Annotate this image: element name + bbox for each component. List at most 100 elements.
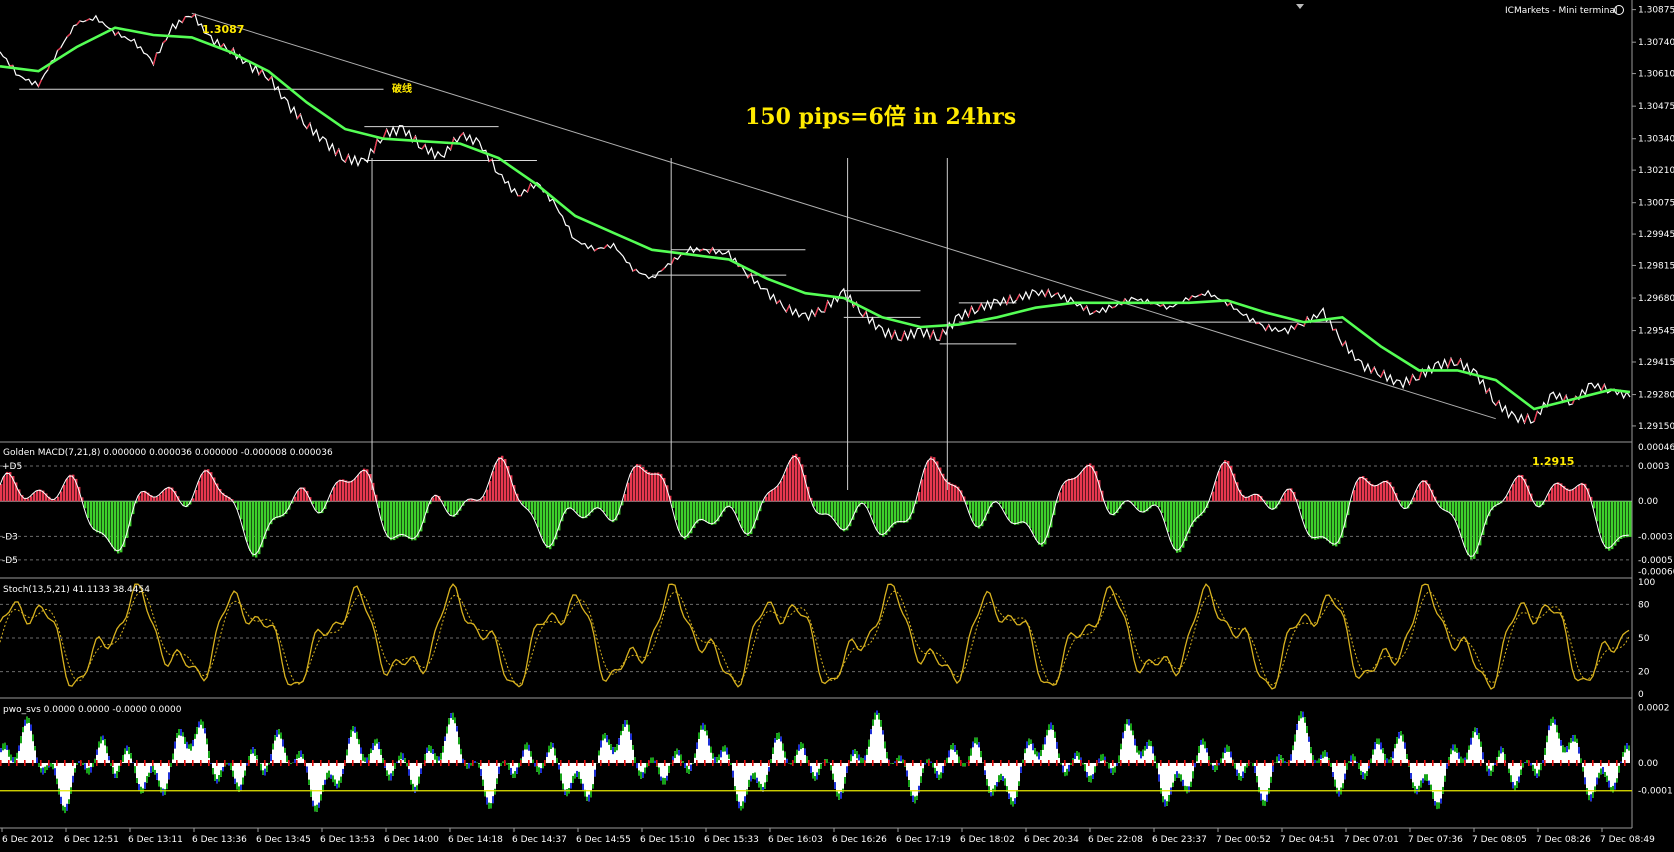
pwo-bar-cap (916, 796, 918, 800)
pwo-bar-cap (1372, 749, 1374, 754)
pwo-bar-cap (174, 742, 176, 749)
macd-bar (735, 501, 737, 513)
pwo-bar-cap (550, 742, 552, 749)
pwo-bar-cap (1396, 737, 1398, 744)
pwo-bar-cap (600, 741, 602, 748)
pwo-bar-cap (84, 763, 86, 769)
pwo-bar-cap (1536, 773, 1538, 777)
macd-bar (582, 501, 584, 518)
pwo-bar-cap (874, 713, 876, 720)
pwo-bar-cap (458, 737, 460, 744)
pwo-signal-mark (592, 760, 594, 766)
pwo-bar-cap (894, 761, 896, 763)
pwo-bar-cap (1402, 735, 1404, 742)
pwo-bar-cap (58, 789, 60, 795)
pwo-bar-cap (194, 734, 196, 739)
pwo-signal-mark (392, 760, 394, 766)
pwo-bar-cap (460, 749, 462, 754)
pwo-bar-cap (1084, 764, 1086, 771)
pwo-bar-cap (1228, 746, 1230, 752)
pwo-bar-cap (1126, 719, 1128, 724)
pwo-bar-cap (1596, 777, 1598, 784)
pwo-bar-cap (252, 747, 254, 753)
pwo-bar-cap (184, 737, 186, 744)
pwo-signal-mark (368, 760, 370, 766)
macd-bar (159, 495, 161, 502)
pwo-bar-cap (1434, 801, 1436, 805)
macd-bar (207, 469, 209, 501)
macd-bar (402, 501, 404, 536)
pwo-signal-mark (88, 760, 90, 766)
pwo-signal-mark (272, 760, 274, 766)
pwo-bar-cap (1226, 745, 1228, 752)
macd-bar (537, 501, 539, 527)
pwo-bar-cap (726, 748, 728, 755)
pwo-signal-mark (144, 760, 146, 766)
pwo-bar-cap (606, 735, 608, 742)
pwo-bar-cap (704, 725, 706, 731)
macd-bar (1026, 501, 1028, 524)
pwo-bar-cap (474, 761, 476, 763)
pwo-bar-cap (942, 766, 944, 773)
pwo-bar-cap (418, 777, 420, 784)
pwo-bar-cap (676, 749, 678, 755)
pwo-bar-cap (1056, 742, 1058, 749)
pwo-signal-mark (280, 760, 282, 766)
macd-left-tick: -D3 (2, 532, 18, 542)
pwo-signal-mark (848, 760, 850, 766)
macd-bar (792, 455, 794, 501)
pwo-bar-cap (1116, 763, 1118, 766)
pwo-bar (740, 763, 742, 810)
macd-bar (318, 501, 320, 513)
pwo-bar-cap (620, 731, 622, 735)
pwo-signal-mark (296, 760, 298, 766)
pwo-bar (1166, 763, 1168, 806)
pwo-bar-cap (1618, 766, 1620, 773)
pwo-bar-cap (36, 758, 38, 763)
pwo-bar-cap (972, 742, 974, 748)
pwo-bar-cap (66, 804, 68, 811)
pwo-bar-cap (422, 763, 424, 764)
macd-bar (1215, 481, 1217, 501)
pwo-signal-mark (1568, 760, 1570, 766)
pwo-bar-cap (328, 771, 330, 778)
pwo-bar-cap (1470, 738, 1472, 745)
pwo-bar-cap (852, 750, 854, 756)
pwo-bar-cap (1218, 763, 1220, 765)
pwo-signal-mark (640, 760, 642, 766)
pwo-bar-cap (62, 806, 64, 811)
pwo-bar-cap (958, 757, 960, 763)
macd-bar (1356, 481, 1358, 501)
pwo-bar (142, 763, 144, 793)
macd-bar (30, 496, 32, 501)
pwo-bar-cap (1242, 772, 1244, 778)
pwo-bar-cap (926, 760, 928, 763)
pwo-bar-cap (882, 730, 884, 734)
pwo-bar-cap (970, 749, 972, 756)
pwo-bar-cap (1050, 722, 1052, 729)
pwo-bar (1588, 763, 1590, 800)
macd-bar (249, 501, 251, 551)
macd-bar (1032, 501, 1034, 534)
macd-bar (885, 501, 887, 535)
pwo-bar-cap (1044, 737, 1046, 744)
pwo-bar-cap (482, 780, 484, 786)
pwo-bar-cap (72, 776, 74, 783)
pwo-bar-cap (32, 734, 34, 741)
pwo-bar-cap (100, 736, 102, 743)
macd-bar (1422, 480, 1424, 501)
macd-bar (972, 501, 974, 521)
time-tick-label: 6 Dec 14:00 (384, 835, 439, 845)
macd-tick-label: -0.00060 (1638, 568, 1674, 578)
pwo-bar-cap (106, 746, 108, 753)
pwo-signal-mark (720, 760, 722, 766)
pwo-bar-cap (1194, 763, 1196, 767)
pwo-signal-mark (536, 760, 538, 766)
pwo-signal-mark (936, 760, 938, 766)
pwo-signal-mark (1408, 760, 1410, 766)
pwo-bar-cap (450, 713, 452, 718)
pwo-bar-cap (1280, 755, 1282, 759)
pwo-bar-cap (438, 756, 440, 760)
pwo-bar-cap (396, 762, 398, 763)
